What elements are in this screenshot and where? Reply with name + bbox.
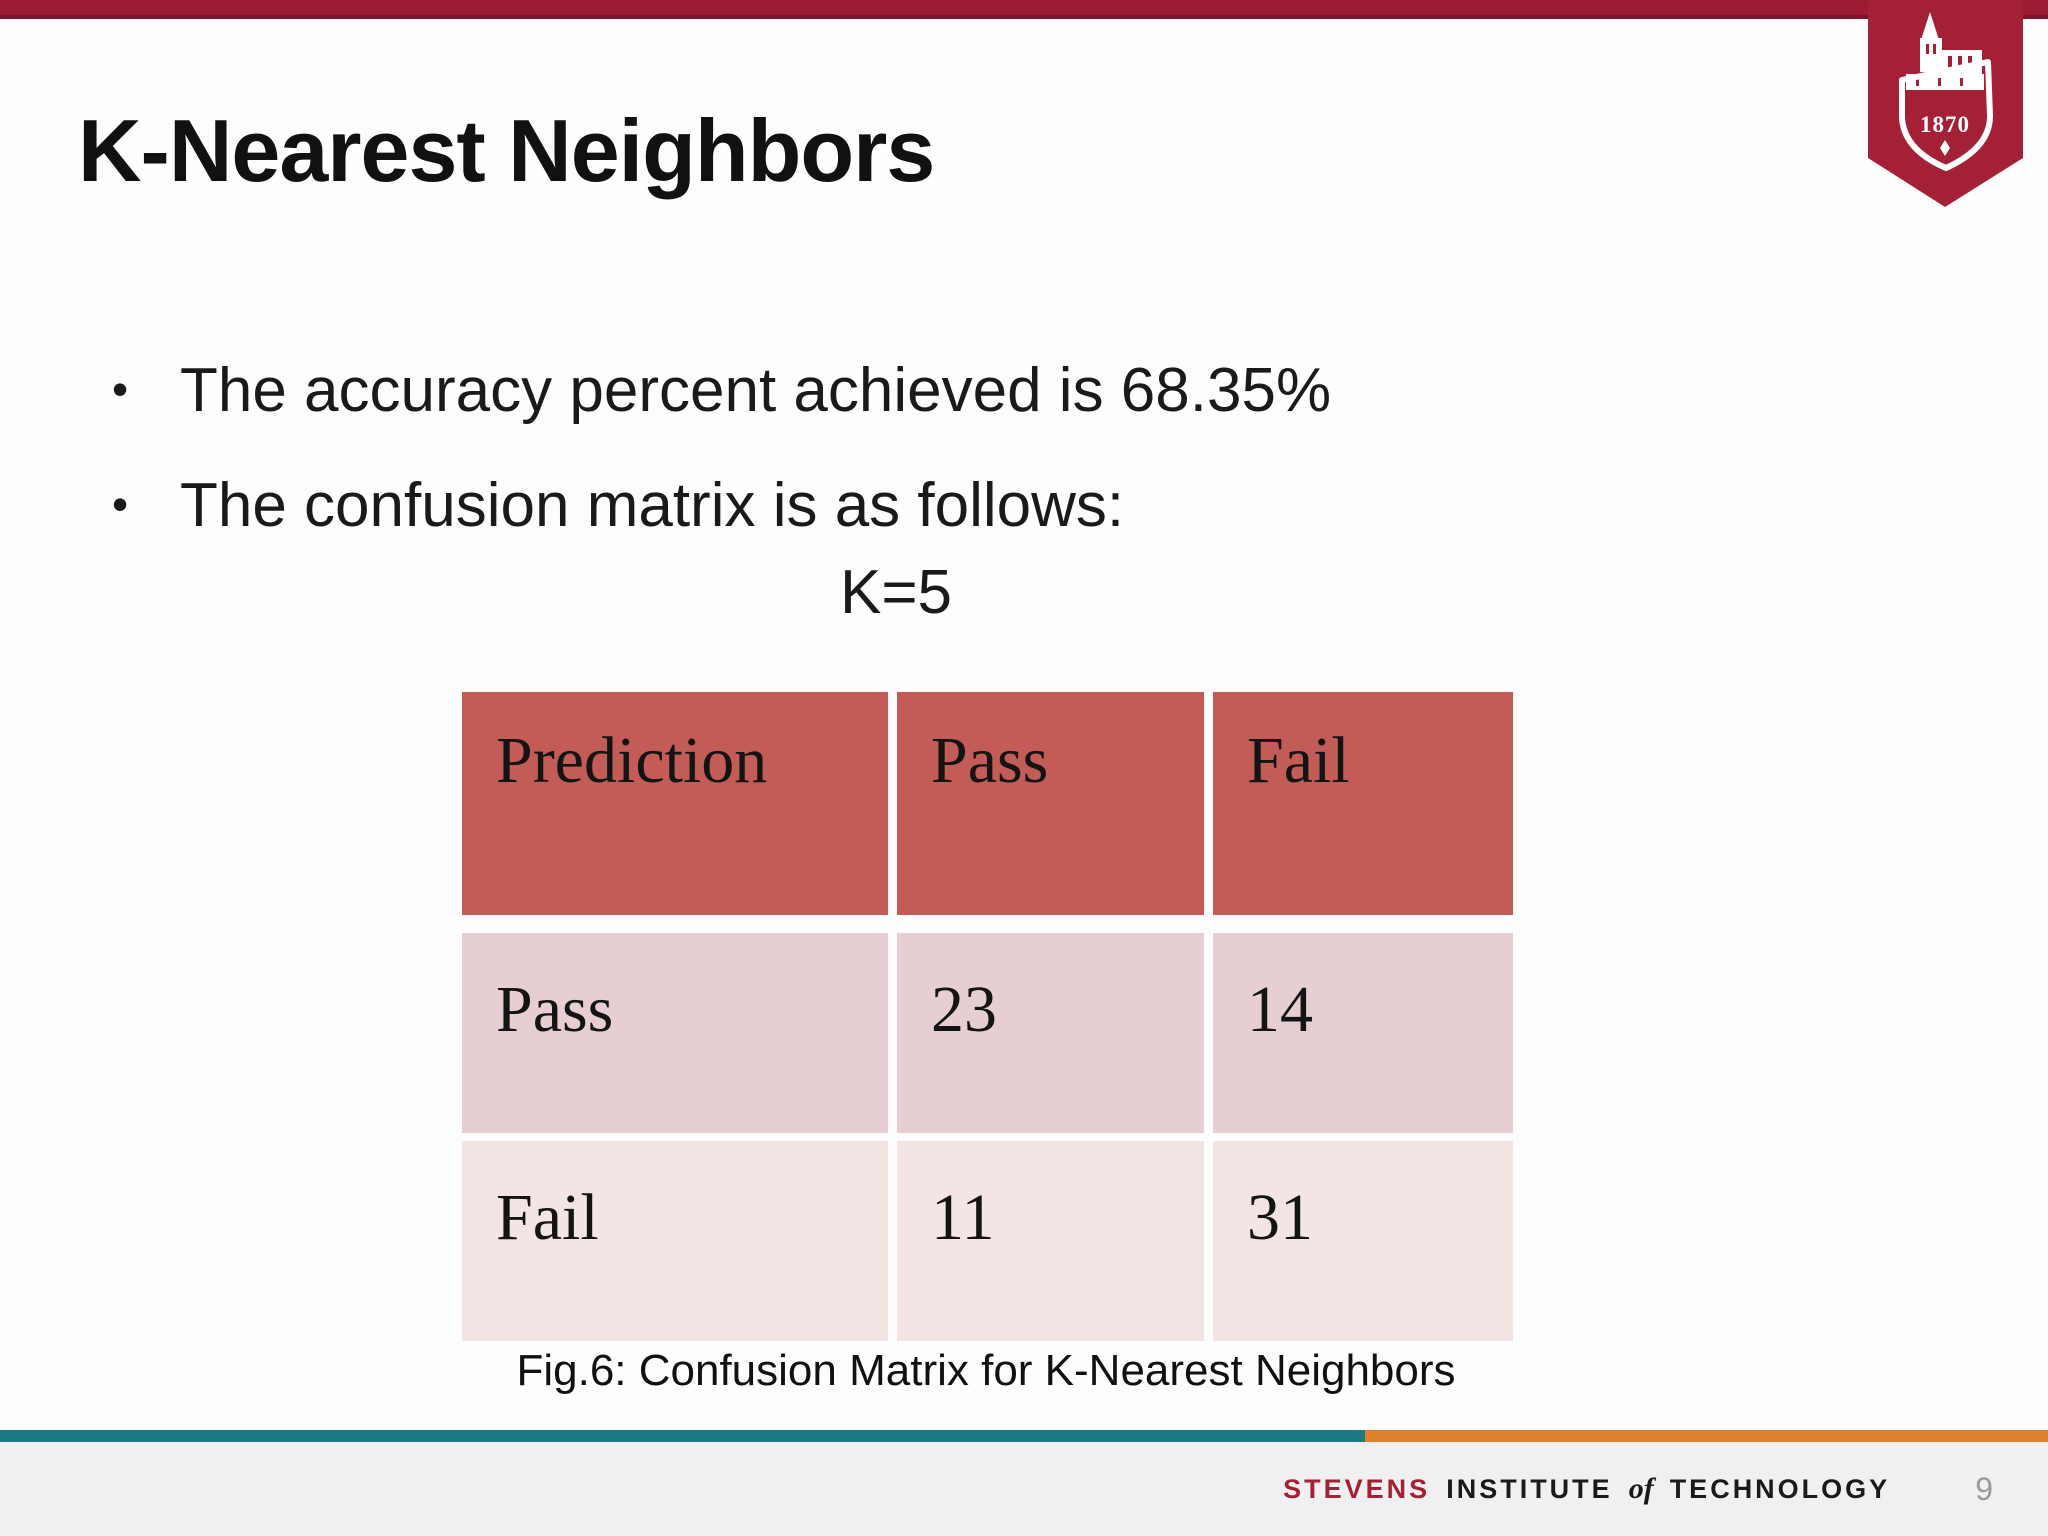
header-cell-fail: Fail [1213,692,1513,915]
cell-fail-fail: 31 [1213,1141,1513,1341]
bullet-text-accuracy: The accuracy percent achieved is 68.35% [180,356,1332,425]
orange-bar [1365,1430,2048,1442]
stevens-shield-logo: 1870 [1868,0,2023,207]
bullet-text-confusion-matrix: The confusion matrix is as follows: [180,471,1125,540]
row-label-pass: Pass [462,933,888,1133]
brand-of: of [1628,1472,1654,1505]
stevens-wordmark: STEVENS INSTITUTE of TECHNOLOGY [1283,1472,1890,1506]
page-number: 9 [1975,1470,1993,1507]
slide-footer: STEVENS INSTITUTE of TECHNOLOGY 9 [0,1442,2048,1536]
table-row: Pass 23 14 [462,933,1513,1133]
confusion-matrix-table: Prediction Pass Fail Pass 23 14 Fail 11 … [462,692,1513,1341]
brand-technology: TECHNOLOGY [1669,1474,1891,1504]
cell-fail-pass: 11 [897,1141,1204,1341]
bullet-item: • The confusion matrix is as follows: [100,467,1600,545]
k-value-label: K=5 [840,558,953,627]
cell-pass-pass: 23 [897,933,1204,1133]
figure-caption: Fig.6: Confusion Matrix for K-Nearest Ne… [516,1346,1456,1395]
header-cell-prediction: Prediction [462,692,888,915]
teal-bar [0,1430,1365,1442]
logo-diamond-icon [1940,140,1950,156]
row-label-fail: Fail [462,1141,888,1341]
top-accent-bar [0,0,2048,19]
bottom-accent-bars [0,1430,2048,1442]
cell-pass-fail: 14 [1213,933,1513,1133]
bullet-dot-icon: • [112,363,129,415]
slide-title: K-Nearest Neighbors [78,101,935,200]
bullet-item: • The accuracy percent achieved is 68.35… [100,352,1600,430]
brand-stevens: STEVENS [1283,1474,1431,1504]
shield-outline [1899,59,1993,171]
bullet-dot-icon: • [112,478,129,530]
pennant-shape [1868,0,2023,207]
table-header-row: Prediction Pass Fail [462,692,1513,915]
header-cell-pass: Pass [897,692,1204,915]
logo-year-text: 1870 [1920,112,1970,137]
brand-institute: INSTITUTE [1446,1474,1613,1504]
bullet-list: • The accuracy percent achieved is 68.35… [100,352,1600,582]
table-row: Fail 11 31 [462,1141,1513,1341]
